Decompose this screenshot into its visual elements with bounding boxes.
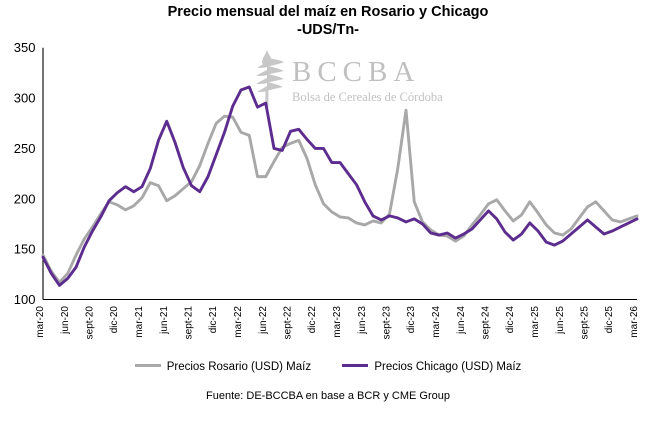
svg-text:350: 350 — [14, 40, 36, 55]
svg-text:sept-25: sept-25 — [580, 306, 591, 340]
svg-text:dic-21: dic-21 — [208, 306, 219, 334]
svg-text:300: 300 — [14, 91, 36, 106]
svg-text:mar-26: mar-26 — [629, 306, 640, 338]
svg-text:sept-24: sept-24 — [481, 306, 492, 340]
svg-text:jun-25: jun-25 — [555, 306, 566, 335]
svg-text:100: 100 — [14, 292, 36, 307]
svg-text:sept-21: sept-21 — [184, 306, 195, 340]
svg-text:jun-24: jun-24 — [456, 306, 467, 335]
svg-text:mar-21: mar-21 — [134, 306, 145, 338]
svg-text:mar-24: mar-24 — [431, 306, 442, 338]
svg-text:mar-20: mar-20 — [35, 306, 46, 338]
svg-text:jun-21: jun-21 — [159, 306, 170, 335]
svg-text:sept-23: sept-23 — [382, 306, 393, 340]
svg-text:jun-20: jun-20 — [60, 306, 71, 335]
svg-text:jun-23: jun-23 — [357, 306, 368, 335]
svg-text:200: 200 — [14, 191, 36, 206]
svg-text:BCCBA: BCCBA — [292, 56, 420, 88]
svg-text:jun-22: jun-22 — [258, 306, 269, 335]
svg-text:Bolsa de Cereales de Córdoba: Bolsa de Cereales de Córdoba — [292, 90, 443, 104]
svg-text:mar-25: mar-25 — [530, 306, 541, 338]
svg-text:sept-20: sept-20 — [85, 306, 96, 340]
svg-text:150: 150 — [14, 242, 36, 257]
svg-text:250: 250 — [14, 141, 36, 156]
svg-text:dic-25: dic-25 — [604, 306, 615, 334]
svg-text:dic-20: dic-20 — [109, 306, 120, 334]
svg-text:dic-24: dic-24 — [505, 306, 516, 334]
svg-text:dic-22: dic-22 — [307, 306, 318, 334]
svg-text:mar-23: mar-23 — [332, 306, 343, 338]
svg-text:sept-22: sept-22 — [283, 306, 294, 340]
svg-text:dic-23: dic-23 — [406, 306, 417, 334]
svg-text:mar-22: mar-22 — [233, 306, 244, 338]
